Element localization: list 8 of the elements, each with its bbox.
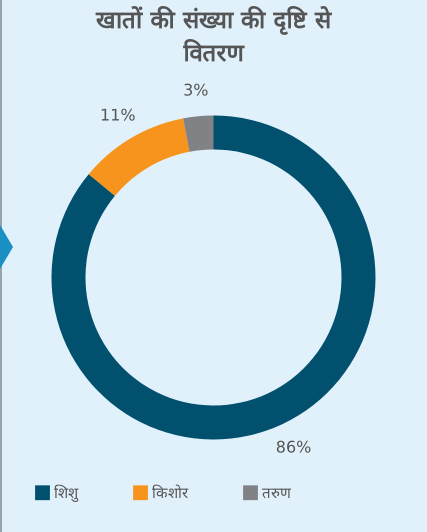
chart-title: खातों की संख्या की दृष्टि से वितरण <box>94 5 333 69</box>
data-label: 11% <box>100 106 136 125</box>
data-label: 3% <box>183 80 209 100</box>
legend-label: शिशु <box>54 484 79 503</box>
legend-label: तरुण <box>262 484 292 502</box>
legend-label: किशोर <box>152 484 189 502</box>
donut-slice <box>183 116 214 152</box>
data-label: 86% <box>276 438 312 457</box>
